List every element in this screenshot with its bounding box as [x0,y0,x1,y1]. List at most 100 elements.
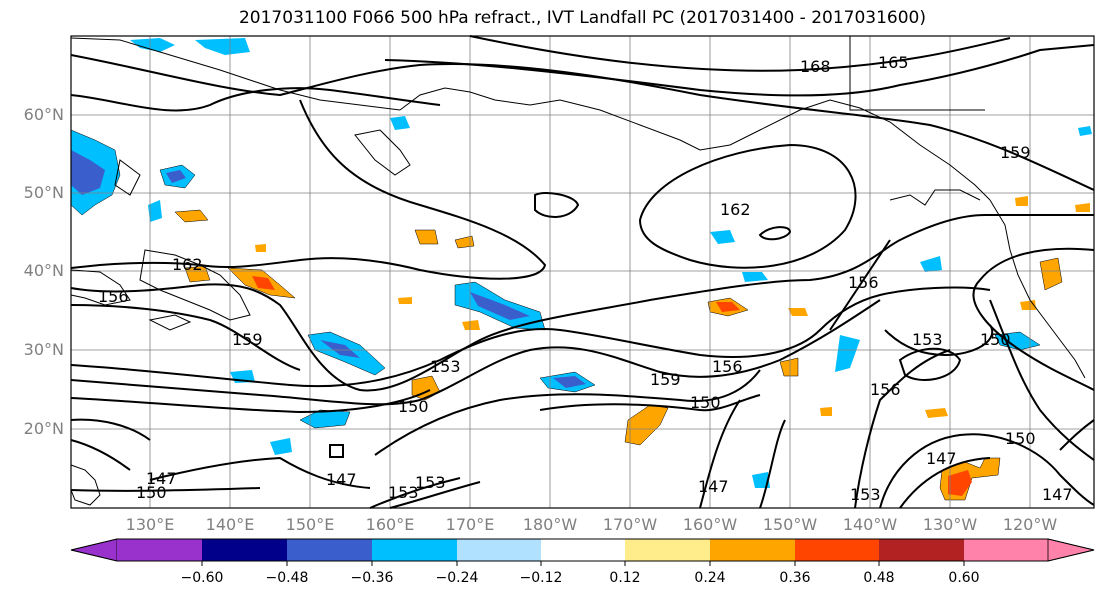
lon-label: 150°E [285,515,335,534]
negative-anomaly-patch [742,272,768,282]
contour-label: 156 [98,287,129,306]
contour-label: 153 [388,483,419,502]
positive-anomaly-patch [948,470,972,496]
colorbar-segment [625,539,710,561]
colorbar-tick-label: 0.48 [863,570,895,586]
colorbar [70,538,1095,566]
positive-anomaly-patch [184,265,211,283]
contour-lines [70,35,1095,509]
positive-anomaly-patch [454,235,475,249]
contour-label: 165 [878,53,909,72]
positive-anomaly-patch [252,276,275,290]
negative-anomaly-patch [130,38,175,52]
contour-label: 162 [720,200,751,219]
colorbar-segment [795,539,879,561]
colorbar-segment [541,539,625,561]
positive-anomaly-patch [462,320,480,330]
lon-label: 170°E [445,515,495,534]
map-title: 2017031100 F066 500 hPa refract., IVT La… [238,8,926,28]
negative-anomaly-patch [148,200,162,222]
contour-label: 153 [912,330,943,349]
contour-label: 153 [430,357,461,376]
colorbar-segment [117,539,202,561]
negative-anomaly-patch [166,170,186,183]
contour-label: 147 [1042,485,1073,504]
shading-layer [70,38,1092,501]
colorbar-tick-label: 0.36 [779,570,811,586]
lat-label: 30°N [23,340,64,359]
lon-label: 160°W [682,515,738,534]
positive-anomaly-patch [414,229,439,245]
colorbar-tick-label: −0.12 [519,570,563,586]
lon-label: 160°E [365,515,415,534]
lat-label: 60°N [23,105,64,124]
colorbar-segment [964,539,1048,561]
negative-anomaly-patch [920,256,942,272]
lat-label: 40°N [23,261,64,280]
contour-label: 150 [980,330,1011,349]
contour-label: 156 [870,380,901,399]
colorbar-outline [70,538,1095,562]
contour-label: 147 [926,449,957,468]
positive-anomaly-patch [716,302,740,312]
negative-anomaly-patch [390,116,410,130]
colorbar-segment [710,539,795,561]
positive-anomaly-patch [925,408,948,418]
positive-anomaly-patch [174,209,209,223]
negative-anomaly-patch [1078,126,1092,136]
negative-anomaly-patch [710,230,735,244]
colorbar-segment [287,539,372,561]
negative-anomaly-patch [270,438,292,455]
contour-label: 156 [712,357,743,376]
positive-anomaly-patch [398,297,412,304]
negative-anomaly-patch [553,376,586,388]
negative-anomaly-patch [320,340,360,358]
lon-label: 120°W [1002,515,1058,534]
positive-anomaly-patch [1039,257,1063,291]
contour-label: 153 [850,485,881,504]
contour-label: 168 [800,57,831,76]
negative-anomaly-patch [195,38,250,55]
negative-anomaly-patch [470,292,530,320]
positive-anomaly-patch [779,357,799,377]
contour-label: 147 [326,470,357,489]
negative-anomaly-patch [835,335,860,372]
coastlines [70,36,1086,506]
lon-label: 130°E [125,515,175,534]
colorbar-tick-label: −0.36 [350,570,394,586]
contour-label: 156 [848,273,879,292]
positive-anomaly-patch [255,244,266,252]
contour-label: 159 [232,330,263,349]
colorbar-tick-label: 0.12 [609,570,641,586]
colorbar-tick-label: −0.60 [180,570,224,586]
lon-label: 180°W [522,515,578,534]
negative-anomaly-patch [71,150,105,195]
positive-anomaly-patch [820,407,832,416]
positive-anomaly-patch [1075,203,1090,212]
contour-label: 150 [690,393,721,412]
map-background [71,36,1094,508]
colorbar-extend-max [1047,538,1095,562]
negative-anomaly-patch [752,472,770,488]
colorbar-segment [879,539,964,561]
lat-label: 50°N [23,183,64,202]
contour-label: 150 [1005,429,1036,448]
colorbar-extend-min [70,538,118,562]
lon-label: 170°W [602,515,658,534]
positive-anomaly-patch [1015,196,1028,206]
colorbar-segment [457,539,541,561]
contour-label: 150 [136,483,167,502]
colorbar-tick-label: 0.24 [694,570,726,586]
lon-label: 150°W [762,515,818,534]
lat-label: 20°N [23,419,64,438]
contour-label: 153 [415,473,446,492]
map-frame [70,35,1095,509]
colorbar-tick-label: 0.60 [948,570,980,586]
contour-label: 147 [146,469,177,488]
colorbar-tick-label: −0.24 [435,570,479,586]
colorbar-segment [372,539,457,561]
positive-anomaly-patch [788,308,808,316]
lon-label: 140°W [842,515,898,534]
lon-label: 130°W [922,515,978,534]
